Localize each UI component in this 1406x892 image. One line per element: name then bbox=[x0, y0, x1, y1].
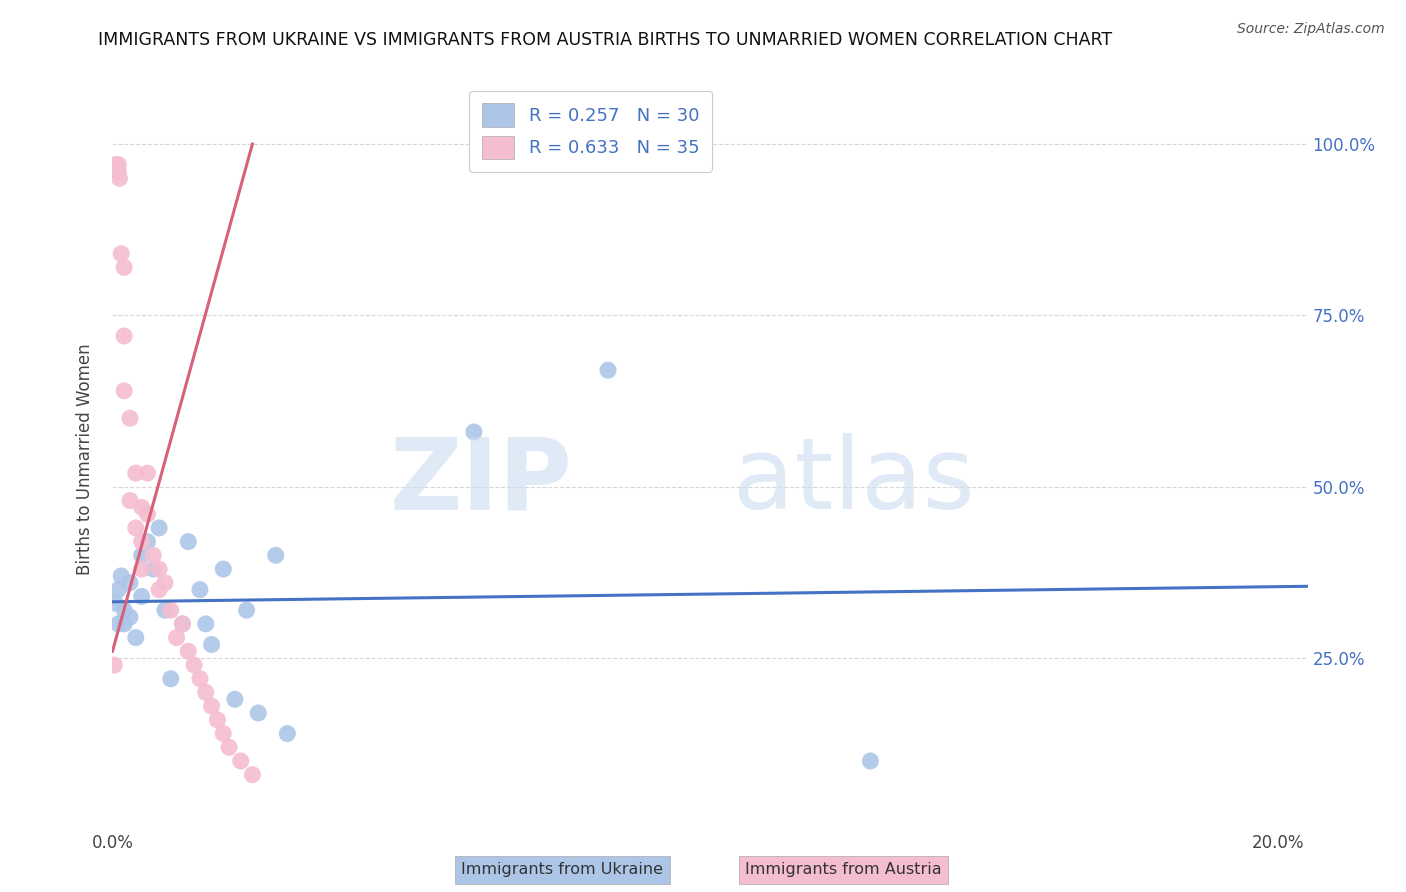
Point bbox=[107, 616, 129, 631]
Point bbox=[142, 549, 165, 563]
Text: ZIP: ZIP bbox=[389, 434, 572, 530]
Text: Immigrants from Ukraine: Immigrants from Ukraine bbox=[461, 863, 664, 877]
Point bbox=[131, 590, 153, 604]
Point bbox=[183, 658, 205, 673]
Point bbox=[463, 425, 485, 439]
Point bbox=[859, 754, 882, 768]
Point bbox=[159, 672, 181, 686]
Point bbox=[264, 549, 287, 563]
Point bbox=[131, 500, 153, 515]
Text: Source: ZipAtlas.com: Source: ZipAtlas.com bbox=[1237, 22, 1385, 37]
Point bbox=[172, 616, 194, 631]
Point bbox=[125, 521, 148, 535]
Point bbox=[235, 603, 257, 617]
Point bbox=[118, 411, 141, 425]
Point bbox=[125, 466, 148, 480]
Point bbox=[136, 466, 159, 480]
Point bbox=[200, 699, 222, 714]
Point bbox=[107, 158, 129, 172]
Point bbox=[108, 171, 131, 186]
Point bbox=[207, 713, 229, 727]
Point bbox=[136, 534, 159, 549]
Point bbox=[103, 658, 125, 673]
Point bbox=[153, 603, 176, 617]
Point bbox=[104, 158, 127, 172]
Point bbox=[596, 363, 619, 377]
Point bbox=[188, 582, 211, 597]
Point bbox=[229, 754, 252, 768]
Point bbox=[112, 329, 135, 343]
Legend: R = 0.257   N = 30, R = 0.633   N = 35: R = 0.257 N = 30, R = 0.633 N = 35 bbox=[470, 91, 711, 171]
Point bbox=[148, 582, 170, 597]
Point bbox=[107, 582, 129, 597]
Text: atlas: atlas bbox=[733, 434, 974, 530]
Point bbox=[242, 768, 264, 782]
Y-axis label: Births to Unmarried Women: Births to Unmarried Women bbox=[76, 343, 94, 575]
Point bbox=[131, 549, 153, 563]
Point bbox=[177, 534, 200, 549]
Point bbox=[112, 603, 135, 617]
Point bbox=[110, 569, 132, 583]
Point bbox=[148, 562, 170, 576]
Point bbox=[112, 384, 135, 398]
Point bbox=[131, 562, 153, 576]
Point bbox=[247, 706, 270, 720]
Point bbox=[118, 575, 141, 590]
Point bbox=[159, 603, 181, 617]
Point bbox=[118, 610, 141, 624]
Point bbox=[112, 260, 135, 275]
Point bbox=[224, 692, 246, 706]
Point bbox=[112, 616, 135, 631]
Point bbox=[142, 562, 165, 576]
Point bbox=[218, 740, 240, 755]
Point bbox=[136, 507, 159, 521]
Point bbox=[166, 631, 188, 645]
Point bbox=[107, 164, 129, 178]
Point bbox=[200, 637, 222, 651]
Point bbox=[276, 726, 298, 740]
Text: IMMIGRANTS FROM UKRAINE VS IMMIGRANTS FROM AUSTRIA BIRTHS TO UNMARRIED WOMEN COR: IMMIGRANTS FROM UKRAINE VS IMMIGRANTS FR… bbox=[98, 31, 1112, 49]
Point bbox=[212, 726, 235, 740]
Point bbox=[118, 493, 141, 508]
Point bbox=[110, 246, 132, 260]
Point bbox=[104, 596, 127, 610]
Point bbox=[194, 616, 217, 631]
Point bbox=[212, 562, 235, 576]
Point bbox=[153, 575, 176, 590]
Text: Immigrants from Austria: Immigrants from Austria bbox=[745, 863, 942, 877]
Point bbox=[188, 672, 211, 686]
Point bbox=[131, 534, 153, 549]
Point bbox=[125, 631, 148, 645]
Point bbox=[148, 521, 170, 535]
Point bbox=[194, 685, 217, 699]
Point bbox=[172, 616, 194, 631]
Point bbox=[177, 644, 200, 658]
